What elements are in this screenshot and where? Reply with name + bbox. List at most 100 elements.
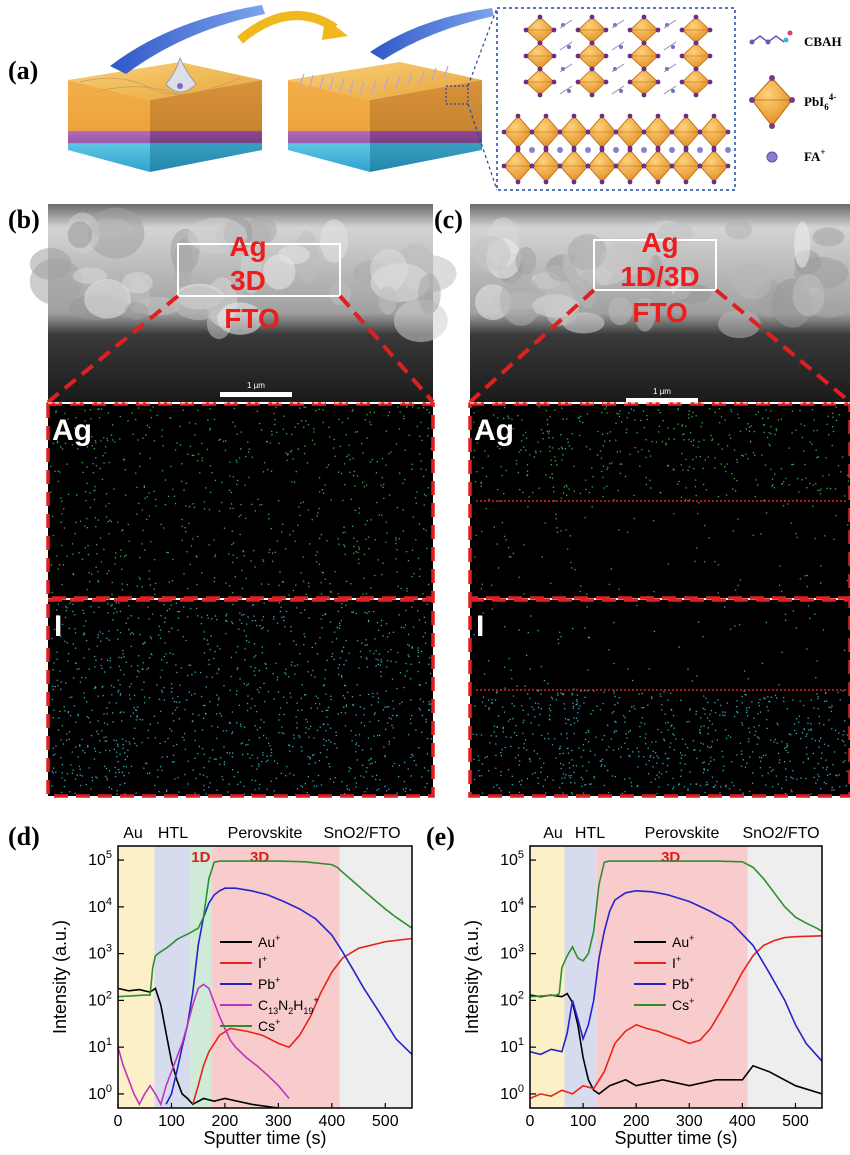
x-tick-label: 300 <box>265 1113 292 1130</box>
series-line-au <box>117 987 279 1109</box>
legend-entry: Au+ <box>672 933 694 950</box>
phase-label: 1D <box>191 849 210 866</box>
series-line-cs <box>529 860 823 998</box>
sem-roi-box-c <box>593 239 717 291</box>
x-axis-label: Sputter time (s) <box>203 1128 326 1148</box>
legend-entry: Cs+ <box>672 996 694 1013</box>
x-tick-label: 100 <box>158 1113 185 1130</box>
y-tick-label: 104 <box>88 896 112 916</box>
eds-label-i-b: I <box>54 610 62 643</box>
eds-map-ag-b <box>48 404 433 598</box>
series-line-pb <box>529 889 823 1062</box>
sem-label-fto-b: FTO <box>224 303 279 334</box>
x-tick-label: 400 <box>318 1113 345 1130</box>
legend-fa-icon <box>766 151 778 163</box>
layer-label: Perovskite <box>228 825 303 842</box>
legend-cbah-label: CBAH <box>804 34 842 49</box>
y-tick-label: 102 <box>500 989 524 1009</box>
panel-label-c: (c) <box>434 205 463 234</box>
y-tick-label: 105 <box>500 849 524 869</box>
layer-label: Au <box>543 825 563 842</box>
x-tick-label: 200 <box>212 1113 239 1130</box>
legend-entry: Cs+ <box>258 1017 280 1034</box>
legend-entry: C13N2H19+ <box>258 995 319 1016</box>
scale-bar-b <box>220 392 292 397</box>
3d-octahedra-layer <box>501 113 731 185</box>
y-tick-label: 101 <box>88 1036 112 1056</box>
sem-roi-box-b <box>177 243 341 297</box>
legend-entry: Pb+ <box>258 975 280 992</box>
series-line-cs <box>117 860 413 998</box>
x-tick-label: 500 <box>782 1113 809 1130</box>
layer-label: HTL <box>575 825 605 842</box>
panel-label-b: (b) <box>8 205 40 234</box>
legend-entry: Au+ <box>258 933 280 950</box>
layer-label: SnO2/FTO <box>742 825 819 842</box>
zoom-dashes <box>46 288 850 404</box>
layer-label: SnO2/FTO <box>323 825 400 842</box>
crystal-structure-box <box>496 7 736 191</box>
x-tick-label: 300 <box>676 1113 703 1130</box>
y-tick-label: 102 <box>88 989 112 1009</box>
droplet <box>165 56 197 93</box>
sem-label-1d3d-c: 1D/3D <box>620 261 699 292</box>
eds-signal-dots <box>50 406 850 796</box>
y-tick-label: 105 <box>88 849 112 869</box>
x-axis-label: Sputter time (s) <box>614 1128 737 1148</box>
x-tick-label: 200 <box>623 1113 650 1130</box>
y-tick-label: 100 <box>500 1083 524 1103</box>
panel-label-a: (a) <box>8 56 39 85</box>
x-tick-label: 500 <box>372 1113 399 1130</box>
eds-frames <box>46 402 850 798</box>
legend-entry: I+ <box>672 954 681 971</box>
blade-right <box>370 8 494 60</box>
phase-label: 3D <box>250 849 269 866</box>
eds-label-ag-b: Ag <box>52 414 92 447</box>
eds-label-i-c: I <box>476 610 484 643</box>
x-tick-label: 400 <box>729 1113 756 1130</box>
y-axis-label: Intensity (a.u.) <box>50 920 70 1034</box>
panel-label-e: (e) <box>426 822 455 851</box>
legend-pbi6-label: PbI64- <box>804 92 836 112</box>
scale-bar-c <box>626 398 698 403</box>
depth-region-2 <box>596 846 748 1108</box>
1d-octahedra-chains <box>523 14 713 98</box>
film-block-before <box>68 62 262 172</box>
zoom-lines <box>467 7 498 191</box>
scale-bar-label-b: 1 µm <box>247 381 265 390</box>
panel-label-d: (d) <box>8 822 40 851</box>
series-line-c13 <box>117 983 290 1107</box>
layer-label: Perovskite <box>645 825 720 842</box>
eds-map-i-b <box>48 600 433 796</box>
legend-entry: I+ <box>258 954 267 971</box>
depth-region-1 <box>564 846 597 1108</box>
x-tick-label: 0 <box>526 1113 535 1130</box>
depth-region-4 <box>339 846 412 1108</box>
depth-region-3 <box>211 846 340 1108</box>
eds-map-i-c <box>470 600 850 796</box>
sem-label-ag-b: Ag <box>229 231 266 262</box>
layer-label: HTL <box>158 825 188 842</box>
scale-bar-label-c: 1 µm <box>653 387 671 396</box>
depth-region-0 <box>118 846 155 1108</box>
x-tick-label: 100 <box>570 1113 597 1130</box>
panel-a-schematic: CBAH PbI64- FA+ <box>68 5 842 191</box>
sem-label-ag-c: Ag <box>641 227 678 258</box>
sem-label-fto-c: FTO <box>632 297 687 328</box>
phase-label: 3D <box>661 849 680 866</box>
legend-pbi6-octahedron-icon <box>749 75 795 129</box>
legend-entry: Pb+ <box>672 975 694 992</box>
plot-frame <box>117 845 413 1109</box>
y-axis-label: Intensity (a.u.) <box>462 920 482 1034</box>
sem-label-3d-b: 3D <box>230 265 266 296</box>
series-line-au <box>529 992 823 1095</box>
x-tick-label: 0 <box>114 1113 123 1130</box>
y-tick-label: 100 <box>88 1083 112 1103</box>
panels-b-c: 1 µm 1 µm Ag 3D FTO Ag 1D/3D FTO <box>29 204 850 798</box>
plot-frame <box>529 845 823 1109</box>
eds-label-ag-c: Ag <box>474 414 514 447</box>
y-tick-label: 104 <box>500 896 524 916</box>
layer-label: Au <box>123 825 143 842</box>
